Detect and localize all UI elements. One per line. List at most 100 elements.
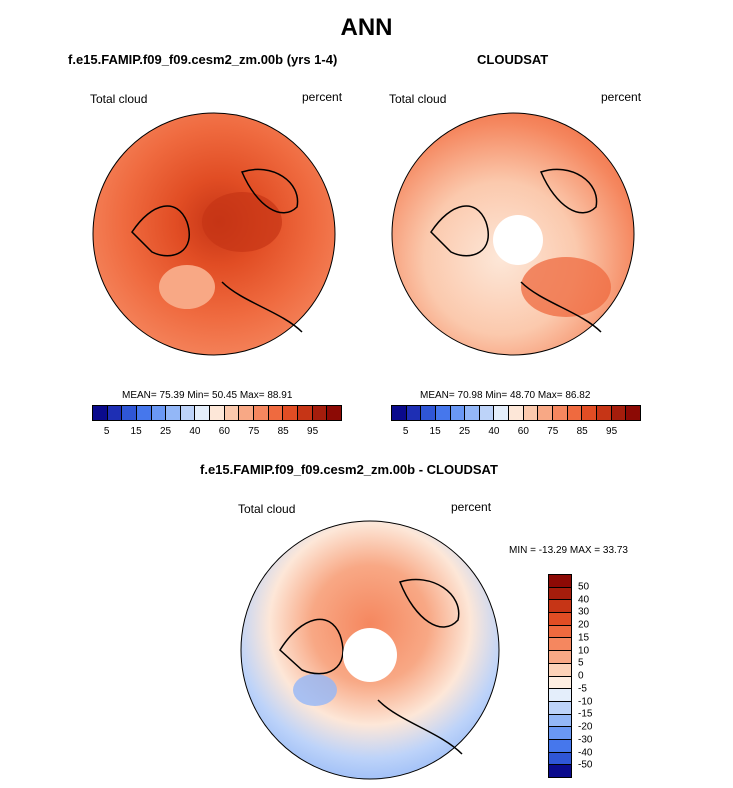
panel1-variable-label: Total cloud — [90, 92, 148, 106]
colorbar-box — [93, 406, 108, 420]
colorbar-box — [596, 406, 612, 420]
panel1-colorbar — [92, 405, 342, 421]
panel1-polar-map — [92, 112, 336, 356]
colorbar-box — [312, 406, 328, 420]
colorbar-tick-label: 40 — [488, 426, 500, 437]
colorbar-tick-label: 40 — [578, 594, 590, 605]
colorbar-box — [166, 406, 181, 420]
colorbar-box — [327, 406, 341, 420]
panel1-coastlines — [131, 168, 303, 333]
colorbar-tick-label: -20 — [578, 721, 593, 733]
colorbar-box — [224, 406, 240, 420]
colorbar-box — [549, 765, 571, 777]
colorbar-box — [538, 406, 554, 420]
colorbar-box — [549, 600, 571, 614]
colorbar-tick-label: 5 — [103, 426, 110, 437]
colorbar-tick-label: 5 — [402, 426, 409, 437]
colorbar-box — [549, 663, 571, 677]
colorbar-box — [549, 638, 571, 652]
colorbar-box — [297, 406, 313, 420]
colorbar-tick-label: 60 — [517, 426, 529, 437]
panel2-variable-label: Total cloud — [389, 92, 447, 106]
colorbar-tick-label: 85 — [277, 426, 289, 437]
colorbar-tick-label: 75 — [248, 426, 260, 437]
panel1-units-label: percent — [302, 90, 343, 104]
panel1-stats: MEAN= 75.39 Min= 50.45 Max= 88.91 — [122, 390, 293, 401]
colorbar-box — [494, 406, 510, 420]
panel2-title: CLOUDSAT — [477, 52, 549, 67]
colorbar-box — [180, 406, 196, 420]
colorbar-box — [549, 651, 571, 664]
panel2-colorbar — [391, 405, 641, 421]
colorbar-box — [523, 406, 539, 420]
colorbar-box — [549, 625, 571, 639]
colorbar-box — [549, 752, 571, 766]
panel2-stats: MEAN= 70.98 Min= 48.70 Max= 86.82 — [420, 390, 591, 401]
colorbar-tick-label: -10 — [578, 696, 593, 707]
panel3-stats: MIN = -13.29 MAX = 33.73 — [509, 545, 628, 556]
colorbar-tick-label: -15 — [578, 708, 593, 720]
colorbar-box — [549, 727, 571, 740]
colorbar-box — [549, 689, 571, 702]
panel2-units-label: percent — [601, 90, 642, 104]
colorbar-box — [392, 406, 407, 420]
colorbar-tick-label: 75 — [547, 426, 559, 437]
panel3-colorbar — [548, 574, 572, 778]
colorbar-box — [553, 406, 568, 420]
colorbar-tick-label: -40 — [578, 747, 593, 758]
panel1-colorbar-ticks: 5 15 25 40 60 75 85 95 — [92, 426, 342, 438]
colorbar-box — [107, 406, 123, 420]
colorbar-box — [406, 406, 422, 420]
colorbar-tick-label: -50 — [578, 759, 593, 771]
colorbar-box — [549, 575, 571, 588]
colorbar-tick-label: 5 — [578, 657, 584, 669]
colorbar-box — [122, 406, 137, 420]
colorbar-tick-label: 15 — [429, 426, 441, 437]
colorbar-box — [254, 406, 269, 420]
panel2-coastlines — [430, 168, 602, 333]
colorbar-tick-label: 40 — [189, 426, 201, 437]
colorbar-box — [549, 714, 571, 728]
colorbar-tick-label: -30 — [578, 734, 593, 746]
panel2-polar-map — [391, 112, 635, 356]
colorbar-tick-label: 95 — [307, 426, 319, 437]
panel2-colorbar-ticks: 5 15 25 40 60 75 85 95 — [391, 426, 641, 438]
colorbar-tick-label: 60 — [218, 426, 230, 437]
colorbar-box — [509, 406, 524, 420]
colorbar-tick-label: 10 — [578, 645, 590, 656]
colorbar-tick-label: 15 — [578, 632, 590, 644]
colorbar-box — [626, 406, 640, 420]
panel3-title: f.e15.FAMIP.f09_f09.cesm2_zm.00b - CLOUD… — [200, 462, 498, 477]
colorbar-box — [239, 406, 255, 420]
colorbar-box — [549, 701, 571, 715]
colorbar-tick-label: 25 — [159, 426, 172, 437]
colorbar-tick-label: 0 — [578, 670, 584, 682]
panel3-units-label: percent — [451, 500, 492, 514]
colorbar-box — [195, 406, 211, 420]
colorbar-tick-label: 25 — [458, 426, 471, 437]
colorbar-box — [283, 406, 298, 420]
colorbar-box — [549, 587, 571, 601]
colorbar-box — [151, 406, 167, 420]
main-title: ANN — [340, 14, 393, 41]
panel1-title: f.e15.FAMIP.f09_f09.cesm2_zm.00b (yrs 1-… — [68, 52, 338, 67]
colorbar-box — [549, 739, 571, 753]
panel3-polar-map — [240, 520, 500, 780]
panel3-missing-data-region — [343, 628, 397, 682]
colorbar-box — [210, 406, 225, 420]
colorbar-box — [465, 406, 480, 420]
colorbar-box — [435, 406, 451, 420]
panel2-missing-data-region — [493, 215, 543, 265]
colorbar-tick-label: 30 — [578, 606, 590, 618]
colorbar-box — [549, 676, 571, 690]
colorbar-box — [611, 406, 627, 420]
colorbar-box — [421, 406, 436, 420]
colorbar-tick-label: 15 — [130, 426, 142, 437]
colorbar-box — [549, 613, 571, 626]
colorbar-box — [479, 406, 495, 420]
colorbar-box — [567, 406, 583, 420]
colorbar-box — [268, 406, 284, 420]
panel3-variable-label: Total cloud — [238, 502, 296, 516]
colorbar-tick-label: -5 — [578, 683, 587, 695]
colorbar-tick-label: 20 — [578, 619, 590, 631]
